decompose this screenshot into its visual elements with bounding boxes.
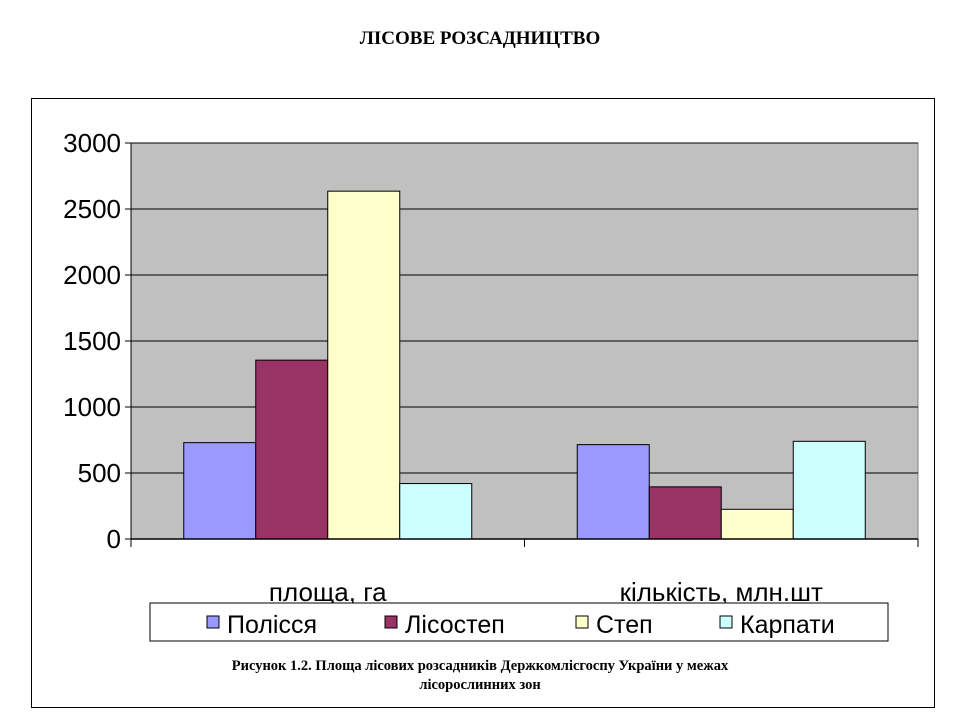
page-title: ЛІСОВЕ РОЗСАДНИЦТВО <box>359 28 601 49</box>
x-category-label: кількість, млн.шт <box>620 577 823 607</box>
legend-label: Лісостеп <box>405 611 505 639</box>
legend-label: Степ <box>596 611 653 639</box>
bar-2-2 <box>648 486 722 540</box>
y-tick-label: 1500 <box>63 326 121 356</box>
y-tick-label: 500 <box>78 458 121 488</box>
figure-caption: Рисунок 1.2. Площа лісових розсадників Д… <box>160 657 800 695</box>
y-tick-label: 3000 <box>63 128 121 158</box>
bar-1-1 <box>183 442 257 540</box>
legend-swatch <box>206 615 220 629</box>
y-tick-label: 2000 <box>63 260 121 290</box>
legend-swatch <box>384 615 398 629</box>
y-tick-label: 2500 <box>63 194 121 224</box>
axes: 0 500 1000 1500 2000 2500 3000 площа, га кількіс… <box>63 128 919 607</box>
legend-swatch <box>719 615 733 629</box>
legend-label: Полісся <box>227 611 317 639</box>
y-tick-label: 0 <box>107 524 121 554</box>
bars <box>183 190 866 540</box>
legend-label: Карпати <box>740 611 835 639</box>
y-tick-label: 1000 <box>63 392 121 422</box>
caption-line-1: Рисунок 1.2. Площа лісових розсадників Д… <box>231 658 729 674</box>
bar-1-2 <box>576 444 650 540</box>
bar-4-2 <box>792 440 866 540</box>
x-category-label: площа, га <box>269 577 387 607</box>
bar-2-1 <box>255 359 329 540</box>
legend-swatch <box>575 615 589 629</box>
chart-frame <box>31 98 935 708</box>
caption-line-2: лісорослинних зон <box>419 677 541 693</box>
legend: Полісся Лісостеп Степ Карпати <box>149 602 889 642</box>
bar-3-1 <box>327 190 401 540</box>
bar-4-1 <box>399 483 473 540</box>
legend-box <box>149 602 889 642</box>
bar-3-2 <box>720 508 794 540</box>
